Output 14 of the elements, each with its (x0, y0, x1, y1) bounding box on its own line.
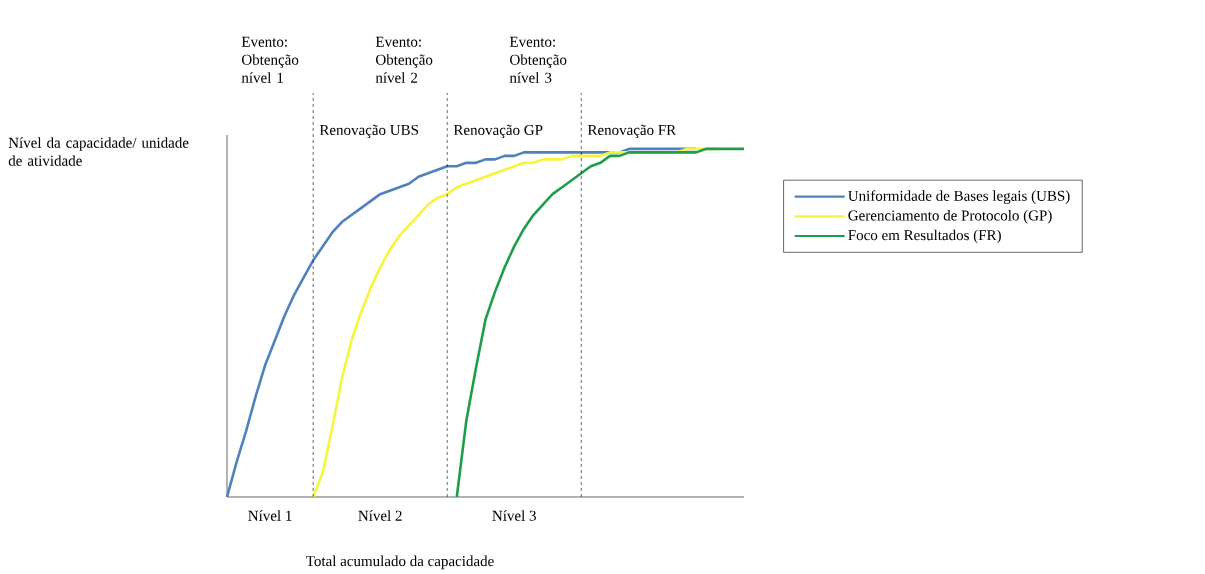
legend-label: Gerenciamento de Protocolo (GP) (848, 210, 1052, 224)
text: Nível 3 (492, 510, 536, 521)
legend-label: Uniformidade de Bases legais (UBS) (848, 190, 1070, 204)
text: Evento: Obtenção nível 1 (241, 36, 299, 83)
y-axis-title: Nível da capacidade/ unidade de atividade (8, 137, 189, 166)
legend-label: Foco em Resultados (FR) (848, 229, 1001, 244)
text: Renovação GP (453, 124, 543, 139)
text: Nível 2 (358, 510, 402, 521)
text: Renovação FR (587, 124, 677, 139)
x-axis-title: Total acumulado da capacidade (306, 555, 494, 570)
text: Renovação UBS (319, 124, 418, 139)
text: Nível 1 (248, 510, 292, 521)
text: Evento: Obtenção nível 2 (375, 36, 433, 83)
text: Evento: Obtenção nível 3 (509, 36, 567, 83)
